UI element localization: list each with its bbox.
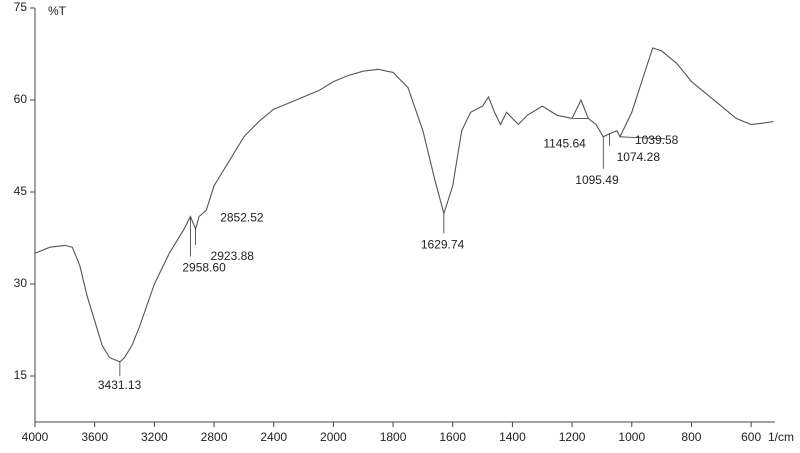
y-axis-title: %T	[48, 4, 67, 18]
peak-label: 2923.88	[211, 249, 255, 263]
x-tick-label: 600	[741, 430, 761, 444]
peak-lead	[619, 136, 665, 140]
x-tick-label: 800	[681, 430, 701, 444]
y-tick-label: 60	[14, 92, 28, 106]
x-tick-label: 1200	[559, 430, 586, 444]
spectrum-line	[34, 47, 774, 363]
peak-label: 1145.64	[543, 137, 586, 151]
x-tick-label: 1600	[439, 430, 466, 444]
peak-label: 1095.49	[575, 173, 619, 187]
x-tick-label: 1800	[380, 430, 407, 444]
x-tick-label: 3600	[81, 430, 108, 444]
x-tick-label: 1000	[618, 430, 645, 444]
y-tick-label: 30	[14, 276, 28, 290]
x-axis-title: 1/cm	[768, 430, 794, 444]
peak-label: 2852.52	[220, 211, 264, 225]
x-tick-label: 3200	[141, 430, 168, 444]
peak-label: 1074.28	[617, 150, 661, 164]
y-tick-label: 75	[14, 0, 28, 14]
y-tick-label: 45	[14, 184, 28, 198]
x-tick-label: 2000	[320, 430, 347, 444]
peak-label: 2958.60	[182, 261, 226, 275]
peak-label: 3431.13	[98, 378, 142, 392]
peak-label: 1629.74	[421, 238, 465, 252]
x-tick-label: 4000	[22, 430, 49, 444]
x-tick-label: 1400	[499, 430, 526, 444]
y-tick-label: 15	[14, 368, 28, 382]
x-tick-label: 2400	[260, 430, 287, 444]
peak-label: 1039.58	[635, 133, 679, 147]
x-tick-label: 2800	[201, 430, 228, 444]
